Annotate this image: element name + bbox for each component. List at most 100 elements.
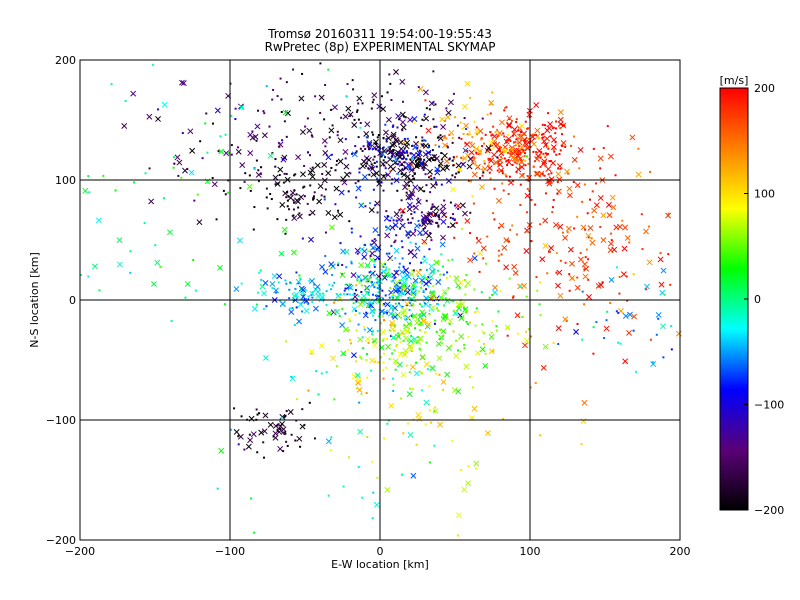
scatter-point-x — [95, 217, 102, 224]
scatter-point-x — [434, 166, 441, 173]
scatter-point-dot — [393, 330, 396, 333]
scatter-point-dot — [418, 224, 421, 227]
scatter-point-dot — [388, 73, 391, 76]
scatter-point-x — [318, 94, 325, 101]
scatter-point-x — [318, 296, 325, 303]
scatter-point-dot — [402, 265, 405, 268]
scatter-point-x — [545, 166, 552, 172]
scatter-point-x — [384, 232, 391, 239]
scatter-point-dot — [592, 326, 595, 329]
scatter-point-dot — [536, 289, 539, 292]
scatter-point-dot — [375, 160, 378, 163]
scatter-point-dot — [359, 147, 362, 150]
scatter-point-dot — [476, 148, 479, 151]
y-tick-label: 100 — [55, 174, 76, 187]
scatter-point-dot — [328, 136, 331, 139]
scatter-point-dot — [474, 163, 477, 166]
scatter-point-dot — [370, 107, 373, 110]
scatter-point-dot — [186, 168, 189, 171]
scatter-point-dot — [201, 157, 204, 160]
scatter-point-dot — [463, 307, 466, 310]
scatter-point-dot — [421, 219, 424, 222]
scatter-point-x — [318, 342, 325, 349]
scatter-point-dot — [355, 360, 358, 363]
scatter-point-x — [577, 146, 584, 153]
scatter-point-dot — [442, 265, 445, 268]
scatter-point-dot — [382, 338, 385, 341]
scatter-point-dot — [172, 166, 175, 169]
scatter-point-dot — [475, 307, 478, 310]
scatter-point-dot — [626, 299, 629, 302]
scatter-point-dot — [567, 172, 570, 175]
scatter-point-x — [148, 198, 155, 205]
scatter-point-dot — [283, 120, 286, 123]
scatter-point-dot — [564, 145, 567, 148]
scatter-point-dot — [297, 206, 300, 209]
scatter-point-x — [518, 133, 525, 140]
scatter-point-x — [441, 212, 448, 218]
scatter-point-x — [350, 272, 357, 279]
scatter-point-x — [605, 201, 612, 208]
scatter-point-dot — [398, 282, 401, 285]
scatter-point-x — [389, 322, 396, 329]
scatter-point-dot — [415, 159, 418, 162]
scatter-point-dot — [411, 269, 414, 272]
scatter-point-x — [498, 167, 505, 174]
scatter-point-x — [161, 101, 168, 108]
scatter-point-x — [626, 329, 633, 336]
scatter-point-x — [467, 156, 474, 162]
scatter-point-dot — [621, 219, 624, 222]
scatter-point-dot — [420, 389, 423, 392]
scatter-point-dot — [425, 341, 428, 344]
scatter-point-x — [414, 161, 421, 168]
scatter-point-dot — [283, 172, 286, 175]
scatter-point-x — [577, 256, 584, 263]
scatter-point-dot — [410, 288, 413, 291]
scatter-point-dot — [285, 135, 288, 138]
scatter-point-dot — [371, 167, 374, 170]
scatter-point-dot — [390, 244, 393, 247]
scatter-point-dot — [473, 288, 476, 291]
scatter-point-dot — [446, 271, 449, 274]
scatter-point-dot — [370, 369, 373, 372]
scatter-point-dot — [464, 285, 467, 288]
scatter-point-x — [372, 227, 379, 233]
scatter-point-dot — [454, 280, 457, 283]
scatter-point-dot — [373, 286, 376, 289]
scatter-point-x — [400, 282, 407, 289]
scatter-point-dot — [503, 109, 506, 112]
scatter-point-x — [390, 334, 397, 341]
scatter-point-dot — [404, 116, 407, 119]
scatter-point-x — [376, 278, 383, 285]
scatter-point-x — [555, 325, 562, 332]
scatter-point-x — [488, 348, 495, 355]
scatter-point-dot — [265, 196, 268, 199]
scatter-point-dot — [438, 164, 441, 167]
scatter-point-dot — [532, 166, 535, 169]
scatter-point-dot — [382, 303, 385, 306]
scatter-point-dot — [401, 246, 404, 249]
scatter-point-dot — [432, 205, 435, 208]
scatter-point-dot — [486, 235, 489, 238]
scatter-point-dot — [259, 172, 262, 175]
scatter-point-x — [515, 152, 522, 159]
scatter-point-x — [361, 158, 367, 165]
scatter-point-dot — [572, 278, 575, 281]
scatter-point-x — [437, 135, 444, 142]
scatter-point-dot — [303, 185, 306, 188]
scatter-point-dot — [301, 310, 304, 313]
scatter-point-dot — [341, 263, 344, 266]
scatter-point-dot — [424, 139, 427, 142]
scatter-point-dot — [430, 213, 433, 216]
scatter-point-x — [188, 169, 195, 176]
scatter-point-dot — [388, 252, 391, 255]
scatter-point-x — [272, 174, 279, 181]
scatter-point-dot — [386, 311, 389, 314]
scatter-point-x — [438, 294, 445, 301]
scatter-point-dot — [421, 136, 424, 139]
scatter-point-x — [176, 159, 183, 166]
colorbar — [719, 87, 749, 511]
scatter-point-dot — [530, 198, 533, 201]
scatter-point-dot — [507, 151, 510, 154]
scatter-point-dot — [512, 130, 515, 133]
